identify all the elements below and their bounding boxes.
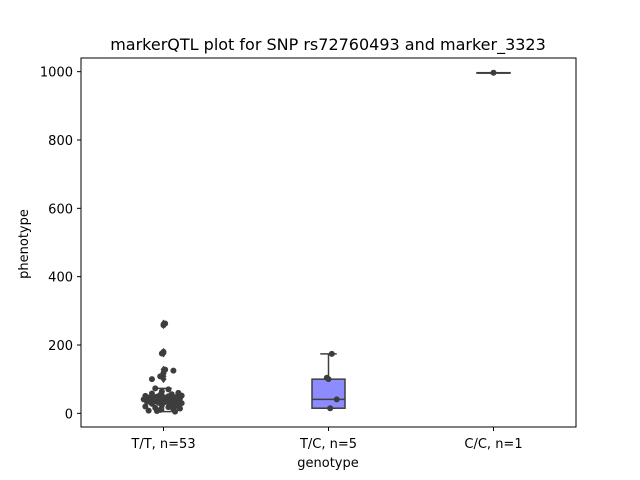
y-axis-label: phenotype xyxy=(17,209,32,279)
y-tick-label: 200 xyxy=(48,339,73,354)
y-tick-label: 400 xyxy=(48,271,73,286)
data-point xyxy=(152,385,159,392)
data-point xyxy=(323,374,330,381)
data-point xyxy=(333,396,340,403)
data-point xyxy=(165,386,172,393)
x-tick-label: T/T, n=53 xyxy=(130,437,195,452)
data-point xyxy=(160,348,167,355)
data-point xyxy=(142,392,149,399)
data-point xyxy=(328,350,335,357)
plot-area xyxy=(140,69,511,415)
data-point xyxy=(145,407,152,414)
chart-title: markerQTL plot for SNP rs72760493 and ma… xyxy=(110,35,546,55)
y-tick-label: 600 xyxy=(48,202,73,217)
x-tick-label: C/C, n=1 xyxy=(464,437,522,452)
data-point xyxy=(168,391,175,398)
data-point xyxy=(162,320,169,327)
data-point xyxy=(148,390,155,397)
data-point xyxy=(490,69,497,76)
data-point xyxy=(175,389,182,396)
y-tick-label: 0 xyxy=(65,407,73,422)
data-point xyxy=(158,388,165,395)
data-point xyxy=(170,367,177,374)
data-point xyxy=(162,366,169,373)
y-tick-label: 1000 xyxy=(40,66,73,81)
data-point xyxy=(153,407,160,414)
box-body xyxy=(311,378,346,409)
data-point xyxy=(142,403,149,410)
x-tick-label: T/C, n=5 xyxy=(299,437,357,452)
x-axis-label: genotype xyxy=(297,456,358,471)
data-point xyxy=(148,376,155,383)
data-point xyxy=(327,405,334,412)
data-point xyxy=(172,408,179,415)
y-tick-label: 800 xyxy=(48,134,73,149)
